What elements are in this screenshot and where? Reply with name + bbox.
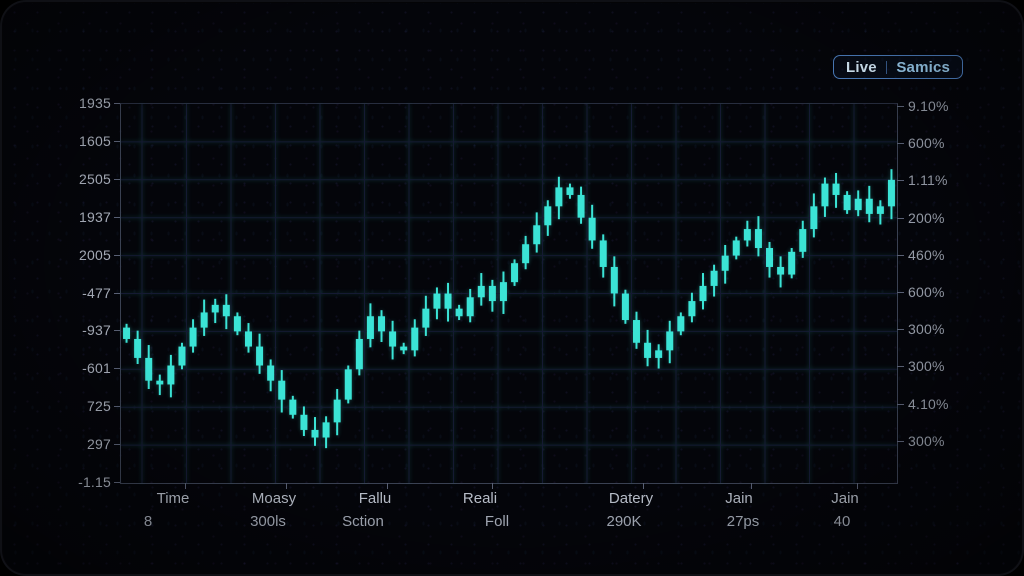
- y-left-label: -1.15: [78, 474, 111, 490]
- y-left-tick: [114, 140, 120, 142]
- y-right-tick: [897, 106, 904, 107]
- x-axis-label: Reali: [462, 490, 498, 507]
- y-right-tick: [897, 329, 904, 331]
- candles-svg[interactable]: [121, 104, 897, 483]
- y-left-label: 1937: [79, 208, 111, 225]
- y-left-tick: [114, 482, 120, 483]
- y-right-label: 600%: [908, 284, 945, 300]
- y-left-label: 725: [87, 398, 111, 415]
- y-right-tick: [897, 440, 904, 442]
- y-right-tick: [897, 403, 904, 405]
- y-right-tick: [897, 217, 904, 219]
- x-axis-label: Time: [156, 490, 190, 507]
- y-left-tick: [114, 444, 120, 446]
- y-left-tick: [114, 103, 120, 104]
- x-axis-tick: [751, 483, 752, 489]
- x-axis-label: Fallu: [358, 490, 392, 507]
- y-right-label: 4.10%: [908, 395, 949, 412]
- x-axis-value: 300ls: [250, 513, 286, 530]
- samics-button[interactable]: Samics: [896, 58, 951, 76]
- y-left-label: -601: [82, 360, 111, 377]
- x-axis-tick: [286, 483, 287, 489]
- y-left-label: -477: [82, 284, 111, 301]
- y-left-label: 297: [87, 436, 111, 453]
- y-left-label: -937: [82, 322, 111, 339]
- x-axis-value: Sction: [342, 513, 384, 530]
- y-left-label: 1605: [79, 132, 111, 149]
- x-axis-label: Jain: [831, 490, 859, 507]
- x-axis-label: Jain: [725, 490, 753, 507]
- chart-plot-area[interactable]: [120, 103, 898, 484]
- x-axis-tick: [857, 483, 858, 489]
- y-right-label: 9.10%: [908, 98, 949, 114]
- x-axis-tick: [492, 483, 493, 489]
- y-left-tick: [114, 178, 120, 180]
- y-right-label: 200%: [908, 209, 945, 226]
- y-right-tick: [897, 180, 904, 182]
- x-axis-value: 290K: [606, 513, 642, 530]
- y-right-label: 1.11%: [908, 172, 948, 189]
- y-left-label: 2505: [79, 170, 111, 187]
- y-left-label: 2005: [79, 246, 111, 263]
- screen: Live Samics 1935 1605 2505 1937 2005 -477 -937…: [3, 3, 1021, 573]
- y-left-tick: [114, 368, 120, 370]
- y-right-tick: [897, 143, 904, 145]
- live-badge: Live Samics: [833, 55, 964, 79]
- y-right-label: 600%: [908, 135, 945, 152]
- x-axis-value: 8: [143, 513, 153, 530]
- y-left-tick: [114, 292, 120, 294]
- y-right-label: 300%: [908, 358, 945, 375]
- y-left-tick: [114, 216, 120, 218]
- x-axis-value: 27ps: [726, 513, 760, 530]
- y-left-tick: [114, 406, 120, 408]
- x-axis-tick: [185, 483, 186, 489]
- x-axis-label: Moasy: [251, 490, 297, 507]
- badge-divider-line: [885, 60, 888, 74]
- y-left-tick: [114, 254, 120, 256]
- y-right-tick: [897, 292, 904, 293]
- y-right-tick: [897, 254, 904, 256]
- y-right-label: 460%: [908, 246, 945, 263]
- x-axis-tick: [387, 483, 388, 489]
- y-right-label: 300%: [908, 432, 945, 449]
- y-right-tick: [897, 366, 904, 368]
- y-left-label: 1935: [79, 95, 111, 111]
- x-axis-label: Datery: [608, 490, 654, 507]
- x-axis-tick: [643, 483, 644, 489]
- x-axis-value: 40: [833, 513, 851, 530]
- live-button[interactable]: Live: [846, 58, 877, 76]
- y-right-label: 300%: [908, 321, 945, 338]
- y-left-tick: [114, 330, 120, 332]
- x-axis-value: Foll: [484, 513, 510, 530]
